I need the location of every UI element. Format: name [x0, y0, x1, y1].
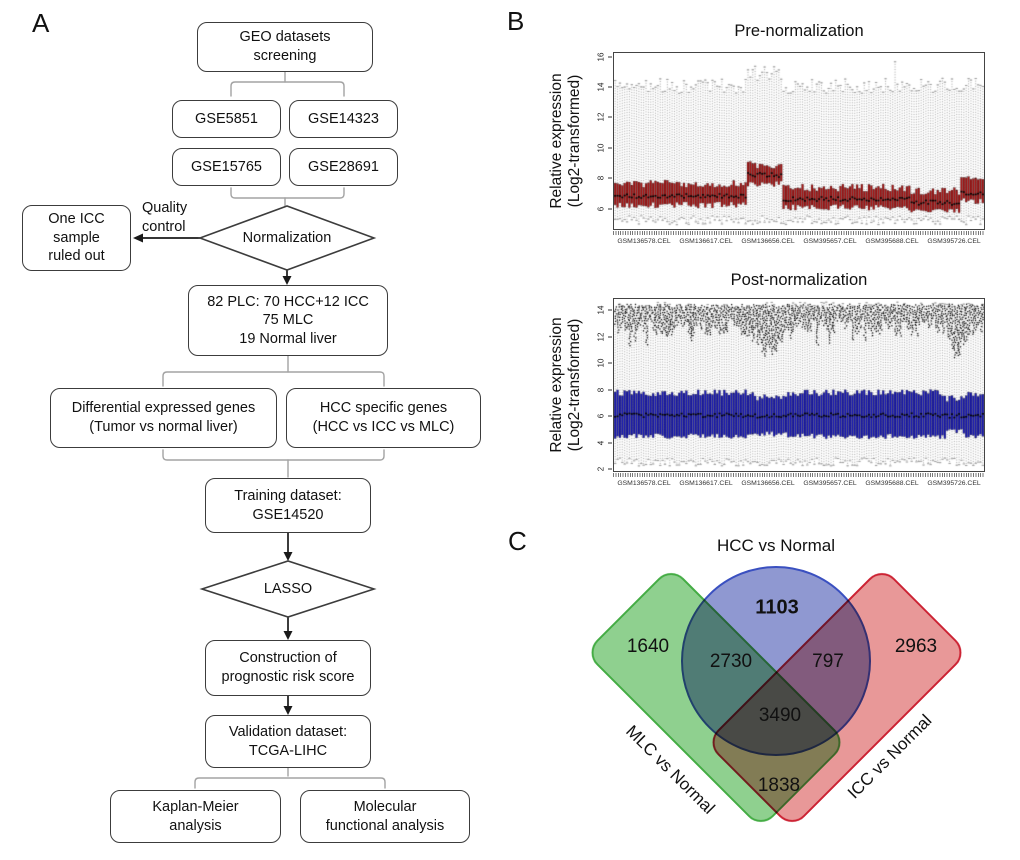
post-normalization-plot	[613, 298, 985, 472]
flow-node-plc-samples: 82 PLC: 70 HCC+12 ICC 75 MLC 19 Normal l…	[188, 285, 388, 356]
flow-node-lasso: LASSO	[263, 581, 313, 597]
panel-c-label: C	[508, 526, 527, 556]
pre-normalization-title: Pre-normalization	[734, 22, 864, 40]
flow-node-validation-dataset: Validation dataset: TCGA-LIHC	[205, 715, 371, 768]
flow-node-gse5851: GSE5851	[172, 100, 281, 138]
x-tick-label: GSM395688.CEL	[865, 480, 919, 487]
pre-y-axis: 6 8 10 12 14 16	[594, 52, 612, 230]
x-tick-label: GSM136617.CEL	[679, 480, 733, 487]
x-tick-label: GSM136617.CEL	[679, 238, 733, 245]
x-tick-label: GSM136578.CEL	[617, 480, 671, 487]
y-tick-mark	[608, 208, 612, 210]
y-tick-label: 16	[596, 52, 606, 62]
y-tick-label: 14	[596, 305, 606, 315]
normalization-diamond	[197, 205, 377, 271]
y-tick-label: 12	[596, 332, 606, 341]
post-normalization-boxplot-canvas	[614, 299, 984, 471]
y-tick-mark	[608, 177, 612, 179]
y-tick-mark	[608, 468, 612, 470]
x-tick-label: GSM395657.CEL	[803, 238, 857, 245]
y-tick-mark	[608, 389, 612, 391]
quality-control-label: Quality control	[142, 200, 188, 235]
flow-node-gse28691: GSE28691	[289, 148, 398, 186]
venn-count-all-three: 3490	[758, 705, 802, 726]
y-tick-label: 4	[596, 440, 606, 445]
venn-count-mlc-icc: 1838	[757, 775, 801, 796]
post-y-axis: 2 4 6 8 10 12 14	[594, 298, 612, 472]
flow-node-geo-screening: GEO datasets screening	[197, 22, 373, 72]
flow-node-icc-ruled-out: One ICC sample ruled out	[22, 205, 131, 271]
venn-diagram: HCC vs Normal 1103 1640 2730 797 2963 34…	[505, 525, 1020, 860]
y-tick-label: 8	[596, 176, 606, 181]
flow-node-deg: Differential expressed genes (Tumor vs n…	[50, 388, 277, 448]
y-tick-mark	[608, 86, 612, 88]
flow-node-gse14323: GSE14323	[289, 100, 398, 138]
post-x-axis-rug	[613, 473, 985, 477]
venn-count-hcc-mlc: 2730	[709, 651, 753, 672]
flow-node-hcc-specific: HCC specific genes (HCC vs ICC vs MLC)	[286, 388, 481, 448]
panel-a-label: A	[32, 8, 50, 38]
y-tick-label: 10	[596, 143, 606, 153]
x-tick-label: GSM136656.CEL	[741, 480, 795, 487]
y-tick-label: 8	[596, 387, 606, 392]
pre-normalization-boxplot-canvas	[614, 53, 984, 229]
y-tick-mark	[608, 336, 612, 338]
x-tick-label: GSM395726.CEL	[927, 238, 981, 245]
flow-node-risk-score: Construction of prognostic risk score	[205, 640, 371, 696]
x-tick-label: GSM136578.CEL	[617, 238, 671, 245]
post-y-axis-label: Relative expression (Log2-transformed)	[548, 317, 583, 453]
pre-y-axis-label: Relative expression (Log2-transformed)	[548, 73, 583, 209]
pre-x-tick-labels: GSM136578.CEL GSM136617.CEL GSM136656.CE…	[613, 238, 985, 245]
y-tick-mark	[608, 415, 612, 417]
brace-connectors	[162, 71, 386, 789]
y-tick-mark	[608, 309, 612, 311]
flow-node-training-dataset: Training dataset: GSE14520	[205, 478, 371, 533]
y-tick-label: 6	[596, 206, 606, 211]
y-tick-mark	[608, 147, 612, 149]
flowchart-connectors	[133, 71, 386, 789]
flow-arrowheads	[133, 233, 293, 715]
venn-count-hcc-icc: 797	[812, 651, 844, 672]
y-tick-label: 12	[596, 112, 606, 122]
y-tick-label: 10	[596, 358, 606, 368]
pre-x-axis-rug	[613, 231, 985, 235]
y-tick-label: 2	[596, 467, 606, 472]
flow-node-gse15765: GSE15765	[172, 148, 281, 186]
y-tick-mark	[608, 442, 612, 444]
flow-arrows	[142, 237, 289, 707]
flow-node-kaplan-meier: Kaplan-Meier analysis	[110, 790, 281, 843]
venn-count-hcc-only: 1103	[755, 596, 799, 619]
flow-node-normalization: Normalization	[242, 230, 332, 246]
venn-set-label-hcc: HCC vs Normal	[716, 536, 836, 555]
x-tick-label: GSM395657.CEL	[803, 480, 857, 487]
y-tick-label: 6	[596, 413, 606, 419]
x-tick-label: GSM395726.CEL	[927, 480, 981, 487]
venn-count-icc-only: 2963	[894, 636, 938, 657]
x-tick-label: GSM395688.CEL	[865, 238, 919, 245]
x-tick-label: GSM136656.CEL	[741, 238, 795, 245]
venn-count-mlc-only: 1640	[626, 636, 670, 657]
y-tick-mark	[608, 116, 612, 118]
lasso-diamond	[199, 560, 377, 618]
y-tick-mark	[608, 56, 612, 58]
post-x-tick-labels: GSM136578.CEL GSM136617.CEL GSM136656.CE…	[613, 480, 985, 487]
flow-node-molecular-analysis: Molecular functional analysis	[300, 790, 470, 843]
panel-b-label: B	[507, 6, 525, 36]
y-tick-mark	[608, 362, 612, 364]
y-tick-label: 14	[596, 82, 606, 92]
pre-normalization-plot	[613, 52, 985, 230]
post-normalization-title: Post-normalization	[730, 271, 868, 289]
